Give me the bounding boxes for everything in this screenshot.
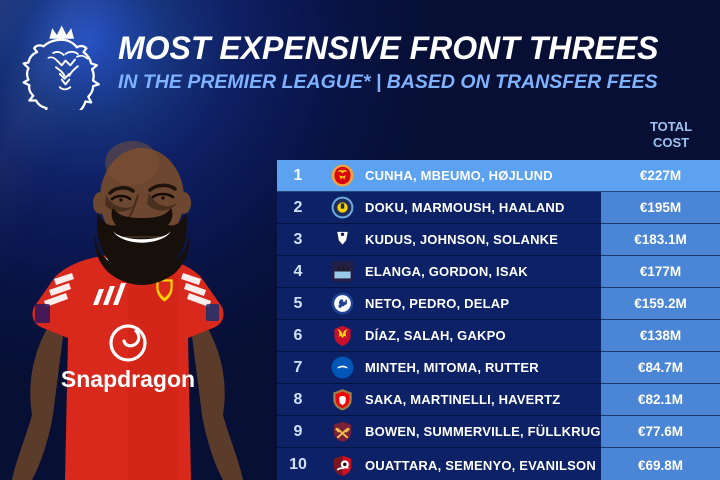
svg-text:Snapdragon: Snapdragon	[61, 366, 195, 392]
